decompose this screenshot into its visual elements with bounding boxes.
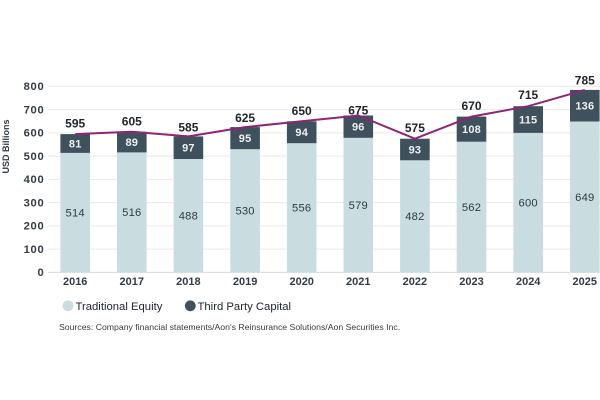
svg-text:100: 100 bbox=[24, 244, 45, 256]
svg-text:516: 516 bbox=[122, 207, 141, 219]
svg-text:530: 530 bbox=[235, 206, 254, 218]
svg-text:579: 579 bbox=[349, 200, 368, 212]
svg-text:800: 800 bbox=[24, 81, 45, 93]
svg-text:2021: 2021 bbox=[346, 276, 370, 288]
svg-text:2020: 2020 bbox=[289, 276, 313, 288]
svg-text:649: 649 bbox=[575, 192, 594, 204]
svg-text:200: 200 bbox=[24, 221, 45, 233]
svg-text:300: 300 bbox=[24, 197, 45, 209]
svg-text:0: 0 bbox=[37, 267, 44, 279]
svg-text:600: 600 bbox=[519, 197, 538, 209]
svg-text:585: 585 bbox=[178, 121, 198, 135]
svg-text:715: 715 bbox=[518, 88, 538, 102]
svg-text:2018: 2018 bbox=[176, 276, 200, 288]
svg-text:115: 115 bbox=[519, 114, 537, 126]
svg-text:2023: 2023 bbox=[459, 276, 483, 288]
svg-text:595: 595 bbox=[65, 117, 85, 131]
svg-text:Traditional Equity: Traditional Equity bbox=[76, 301, 163, 313]
svg-text:2024: 2024 bbox=[516, 276, 541, 288]
svg-text:108: 108 bbox=[462, 124, 481, 136]
svg-text:650: 650 bbox=[292, 104, 312, 118]
svg-text:2019: 2019 bbox=[233, 276, 257, 288]
svg-text:605: 605 bbox=[122, 115, 142, 129]
svg-text:500: 500 bbox=[24, 151, 45, 163]
svg-text:136: 136 bbox=[575, 101, 594, 113]
svg-text:488: 488 bbox=[179, 211, 198, 223]
svg-text:USD Billions: USD Billions bbox=[1, 119, 11, 173]
svg-text:556: 556 bbox=[292, 203, 311, 215]
svg-text:97: 97 bbox=[182, 143, 195, 155]
svg-text:2016: 2016 bbox=[63, 276, 87, 288]
svg-text:785: 785 bbox=[575, 73, 595, 87]
svg-text:625: 625 bbox=[235, 111, 255, 125]
svg-text:94: 94 bbox=[295, 127, 308, 139]
svg-text:600: 600 bbox=[24, 128, 45, 140]
svg-text:514: 514 bbox=[66, 207, 85, 219]
svg-text:675: 675 bbox=[348, 104, 368, 118]
svg-text:562: 562 bbox=[462, 202, 481, 214]
svg-text:Third Party Capital: Third Party Capital bbox=[198, 301, 292, 313]
svg-text:Sources: Company financial sta: Sources: Company financial statements/Ao… bbox=[59, 322, 400, 332]
svg-text:400: 400 bbox=[24, 174, 45, 186]
svg-text:2025: 2025 bbox=[573, 276, 597, 288]
svg-text:81: 81 bbox=[69, 138, 82, 150]
svg-text:575: 575 bbox=[405, 121, 425, 135]
svg-text:2017: 2017 bbox=[120, 276, 144, 288]
svg-text:482: 482 bbox=[405, 211, 424, 223]
svg-text:95: 95 bbox=[239, 133, 252, 145]
svg-text:93: 93 bbox=[409, 144, 422, 156]
svg-text:89: 89 bbox=[125, 137, 138, 149]
svg-text:2022: 2022 bbox=[403, 276, 427, 288]
svg-text:670: 670 bbox=[461, 99, 481, 113]
svg-text:700: 700 bbox=[24, 104, 45, 116]
svg-text:96: 96 bbox=[352, 121, 365, 133]
